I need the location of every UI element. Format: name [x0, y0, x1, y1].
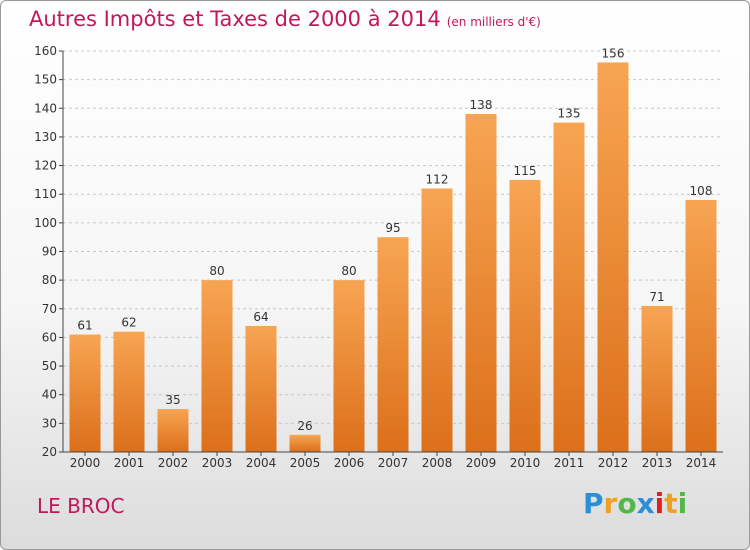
- x-tick-label-2007: 2007: [378, 456, 409, 470]
- x-axis: 2000 2001 2002 2003 2004 2005 2006 2007 2008 2009…: [70, 452, 717, 470]
- x-tick-label-2006: 2006: [334, 456, 365, 470]
- y-tick-label: 130: [34, 130, 57, 144]
- y-tick-label: 70: [42, 302, 57, 316]
- x-tick-label-2003: 2003: [202, 456, 233, 470]
- x-tick-label-2001: 2001: [114, 456, 145, 470]
- data-label-2002: 35: [165, 393, 180, 407]
- chart-title: Autres Impôts et Taxes de 2000 à 2014 (en…: [29, 7, 541, 31]
- data-label-2006: 80: [341, 264, 356, 278]
- data-label-2007: 95: [385, 221, 400, 235]
- x-tick-label-2004: 2004: [246, 456, 277, 470]
- data-label-2005: 26: [297, 419, 312, 433]
- bar-2004: [245, 325, 277, 452]
- y-tick-label: 40: [42, 388, 57, 402]
- bar-2000: [69, 334, 101, 452]
- commune-name: LE BROC: [37, 494, 125, 518]
- data-label-2004: 64: [253, 310, 268, 324]
- x-tick-label-2012: 2012: [598, 456, 629, 470]
- bar-2005: [289, 434, 321, 452]
- x-tick-label-2010: 2010: [510, 456, 541, 470]
- bar-2001: [113, 331, 145, 452]
- bar-2008: [421, 188, 453, 452]
- y-tick-label: 80: [42, 273, 57, 287]
- bar-2010: [509, 179, 541, 452]
- y-tick-label: 110: [34, 187, 57, 201]
- bar-2012: [597, 62, 629, 452]
- x-tick-label-2005: 2005: [290, 456, 321, 470]
- data-label-2009: 138: [470, 98, 493, 112]
- chart-subtitle: (en milliers d'€): [446, 15, 541, 29]
- y-tick-label: 90: [42, 245, 57, 259]
- y-tick-label: 150: [34, 73, 57, 87]
- bar-2002: [157, 409, 189, 452]
- data-label-2014: 108: [690, 184, 713, 198]
- data-label-2001: 62: [121, 316, 136, 330]
- bar-2007: [377, 237, 409, 452]
- logo-letter: r: [603, 487, 618, 520]
- bar-2009: [465, 114, 497, 452]
- data-label-2008: 112: [426, 172, 449, 186]
- y-tick-label: 120: [34, 159, 57, 173]
- logo-letter: i: [654, 487, 665, 520]
- bar-2014: [685, 199, 717, 452]
- bar-2006: [333, 280, 365, 452]
- y-tick-label: 20: [42, 445, 57, 459]
- y-tick-label: 50: [42, 359, 57, 373]
- y-axis: 20 30 40 50 60 70 80 90 100 110 120 130 140 150 160: [34, 44, 63, 459]
- bars: 61 62 35 80 64 26 80 95 112 138 115 135 156 71 108: [69, 46, 717, 452]
- logo-letter: t: [664, 487, 678, 520]
- data-label-2003: 80: [209, 264, 224, 278]
- y-tick-label: 60: [42, 330, 57, 344]
- logo-letter: o: [617, 487, 637, 520]
- data-label-2013: 71: [649, 290, 664, 304]
- data-label-2012: 156: [602, 46, 625, 60]
- data-label-2011: 135: [558, 107, 581, 121]
- logo-letter: i: [677, 487, 688, 520]
- y-tick-label: 160: [34, 44, 57, 58]
- x-tick-label-2013: 2013: [642, 456, 673, 470]
- bar-2003: [201, 280, 233, 452]
- data-label-2000: 61: [77, 319, 92, 333]
- proxiti-logo: Proxiti: [583, 487, 687, 520]
- bar-2011: [553, 122, 585, 452]
- x-tick-label-2011: 2011: [554, 456, 585, 470]
- title-text: Autres Impôts et Taxes de 2000 à 2014: [29, 7, 441, 31]
- y-tick-label: 100: [34, 216, 57, 230]
- logo-letter: P: [583, 487, 604, 520]
- x-tick-label-2009: 2009: [466, 456, 497, 470]
- x-tick-label-2014: 2014: [686, 456, 717, 470]
- x-tick-label-2002: 2002: [158, 456, 189, 470]
- x-tick-label-2008: 2008: [422, 456, 453, 470]
- x-tick-label-2000: 2000: [70, 456, 101, 470]
- data-label-2010: 115: [514, 164, 537, 178]
- y-tick-label: 30: [42, 416, 57, 430]
- bar-2013: [641, 305, 673, 452]
- y-tick-label: 140: [34, 101, 57, 115]
- logo-letter: x: [636, 487, 655, 520]
